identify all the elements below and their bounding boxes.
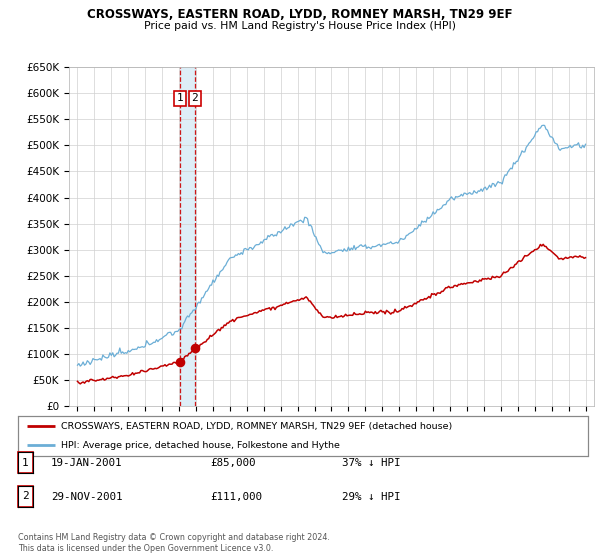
Text: 37% ↓ HPI: 37% ↓ HPI — [342, 458, 401, 468]
Text: Contains HM Land Registry data © Crown copyright and database right 2024.
This d: Contains HM Land Registry data © Crown c… — [18, 533, 330, 553]
Text: 19-JAN-2001: 19-JAN-2001 — [51, 458, 122, 468]
Text: CROSSWAYS, EASTERN ROAD, LYDD, ROMNEY MARSH, TN29 9EF (detached house): CROSSWAYS, EASTERN ROAD, LYDD, ROMNEY MA… — [61, 422, 452, 431]
Bar — [180, 67, 194, 406]
Text: 1: 1 — [176, 94, 184, 104]
Text: £111,000: £111,000 — [210, 492, 262, 502]
Text: HPI: Average price, detached house, Folkestone and Hythe: HPI: Average price, detached house, Folk… — [61, 441, 340, 450]
Text: 1: 1 — [22, 458, 29, 468]
Text: 2: 2 — [191, 94, 198, 104]
Text: 29-NOV-2001: 29-NOV-2001 — [51, 492, 122, 502]
Text: 29% ↓ HPI: 29% ↓ HPI — [342, 492, 401, 502]
Point — [175, 357, 185, 366]
Text: 2: 2 — [22, 491, 29, 501]
Text: CROSSWAYS, EASTERN ROAD, LYDD, ROMNEY MARSH, TN29 9EF: CROSSWAYS, EASTERN ROAD, LYDD, ROMNEY MA… — [87, 8, 513, 21]
Text: £85,000: £85,000 — [210, 458, 256, 468]
Text: Price paid vs. HM Land Registry's House Price Index (HPI): Price paid vs. HM Land Registry's House … — [144, 21, 456, 31]
Point — [190, 344, 199, 353]
